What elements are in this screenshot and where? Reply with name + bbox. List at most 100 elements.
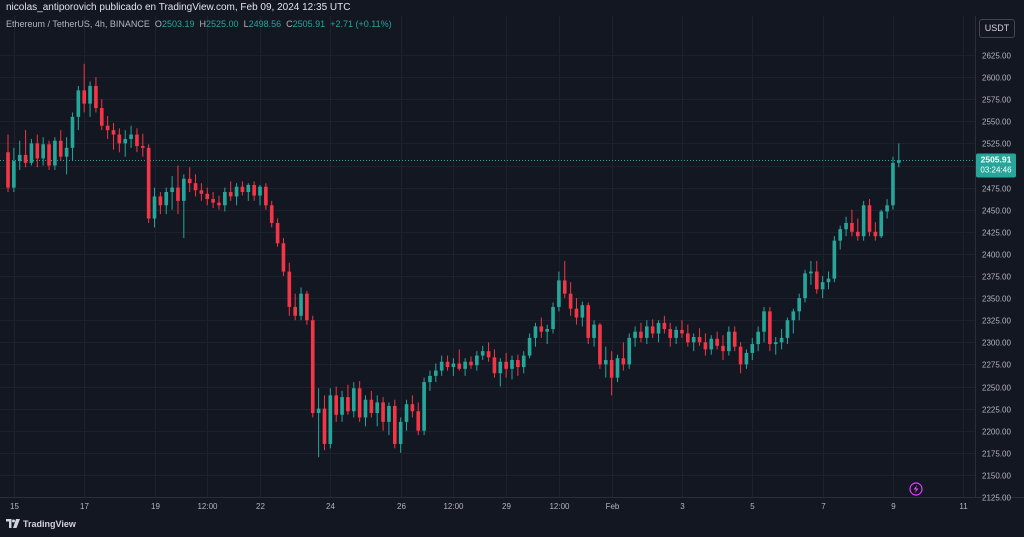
footer: TradingView bbox=[0, 515, 1024, 537]
candle bbox=[434, 363, 438, 383]
candle bbox=[252, 181, 256, 201]
candle bbox=[451, 358, 456, 376]
price-tick-label: 2475.00 bbox=[982, 185, 1011, 194]
candle bbox=[779, 329, 784, 350]
candle bbox=[785, 317, 790, 345]
candle-body bbox=[287, 271, 292, 307]
price-tick-label: 2550.00 bbox=[982, 118, 1011, 127]
candle-body bbox=[475, 355, 479, 366]
candle bbox=[797, 293, 801, 321]
time-axis[interactable]: 15 17 19 12:00 22 24 26 12:00 29 12:00 Feb 3 5 7 9 11 bbox=[10, 502, 968, 511]
candle bbox=[885, 199, 889, 219]
candle bbox=[99, 99, 104, 131]
candle-body bbox=[146, 147, 151, 219]
candle bbox=[750, 337, 755, 360]
candle bbox=[392, 399, 397, 449]
candle-body bbox=[269, 205, 274, 223]
candle-body bbox=[715, 338, 719, 346]
candle bbox=[539, 317, 544, 338]
tradingview-logo[interactable]: TradingView bbox=[6, 519, 76, 529]
candle-body bbox=[316, 408, 321, 414]
candle bbox=[551, 302, 555, 334]
candle-body bbox=[94, 85, 98, 109]
candle-body bbox=[170, 187, 174, 193]
candle bbox=[105, 115, 110, 139]
candle-body bbox=[193, 183, 198, 191]
candle-body bbox=[814, 271, 819, 290]
candle-body bbox=[516, 359, 520, 368]
lightning-icon[interactable] bbox=[909, 482, 923, 496]
symbol-info[interactable]: Ethereum / TetherUS, 4h, BINANCE bbox=[6, 19, 150, 29]
time-tick-label: 9 bbox=[891, 502, 896, 511]
time-tick-label: 7 bbox=[821, 502, 826, 511]
candle bbox=[334, 386, 339, 422]
candle bbox=[129, 125, 133, 148]
price-tick-label: 2225.00 bbox=[982, 406, 1011, 415]
low-label: L bbox=[243, 19, 249, 29]
candle-body bbox=[615, 358, 620, 378]
candle-body bbox=[187, 178, 192, 184]
candle-body bbox=[773, 342, 778, 345]
candle bbox=[557, 271, 561, 312]
candle-body bbox=[164, 192, 169, 206]
candle-body bbox=[457, 363, 462, 369]
candle bbox=[709, 335, 714, 355]
candle bbox=[182, 174, 186, 238]
candle-body bbox=[644, 326, 649, 338]
candle-body bbox=[574, 308, 579, 318]
candle-body bbox=[463, 361, 467, 369]
candle bbox=[217, 195, 221, 210]
candle-body bbox=[310, 320, 315, 414]
candle-body bbox=[211, 199, 215, 203]
candle-body bbox=[662, 322, 667, 330]
candle-body bbox=[258, 186, 262, 196]
change-value: +2.71 (+0.11%) bbox=[330, 19, 392, 29]
candle-body bbox=[299, 293, 303, 316]
candle bbox=[545, 324, 549, 345]
candle bbox=[41, 137, 45, 166]
candle-body bbox=[738, 346, 743, 365]
candle-body bbox=[351, 388, 356, 412]
candle-body bbox=[152, 196, 157, 219]
price-tick-label: 2350.00 bbox=[982, 295, 1011, 304]
candle-body bbox=[545, 329, 549, 332]
candle-body bbox=[381, 402, 385, 422]
candle bbox=[146, 144, 151, 223]
candle-body bbox=[539, 326, 544, 332]
time-tick-label: 24 bbox=[326, 502, 335, 511]
candle-body bbox=[809, 271, 813, 274]
candle-body bbox=[346, 397, 350, 412]
candle-body bbox=[129, 134, 133, 139]
candle-body bbox=[838, 229, 843, 241]
candle-body bbox=[199, 190, 204, 194]
candle bbox=[275, 218, 280, 247]
candle bbox=[398, 417, 403, 453]
candle-body bbox=[891, 162, 895, 206]
candle bbox=[603, 346, 608, 378]
time-tick-label: 22 bbox=[256, 502, 265, 511]
candle bbox=[703, 333, 708, 356]
candle-body bbox=[53, 140, 57, 166]
candle bbox=[199, 183, 204, 201]
time-tick-label: 3 bbox=[680, 502, 685, 511]
candle bbox=[650, 319, 655, 338]
candle-body bbox=[17, 154, 22, 162]
candle bbox=[680, 320, 684, 338]
candle bbox=[328, 388, 333, 449]
currency-button[interactable]: USDT bbox=[979, 19, 1015, 38]
candle bbox=[387, 402, 391, 436]
candle bbox=[756, 326, 760, 352]
candle-body bbox=[703, 342, 708, 350]
candle bbox=[322, 395, 327, 451]
candle bbox=[457, 349, 462, 371]
price-tick-label: 2150.00 bbox=[982, 472, 1011, 481]
price-axis[interactable]: 2125.00 2150.00 2175.00 2200.00 2225.00 2250.… bbox=[982, 52, 1011, 503]
candle bbox=[187, 167, 192, 193]
candle bbox=[562, 260, 567, 299]
candle-body bbox=[504, 361, 508, 369]
candle bbox=[234, 183, 239, 206]
candle bbox=[428, 370, 432, 391]
candle-body bbox=[82, 90, 87, 104]
candle bbox=[375, 395, 380, 427]
